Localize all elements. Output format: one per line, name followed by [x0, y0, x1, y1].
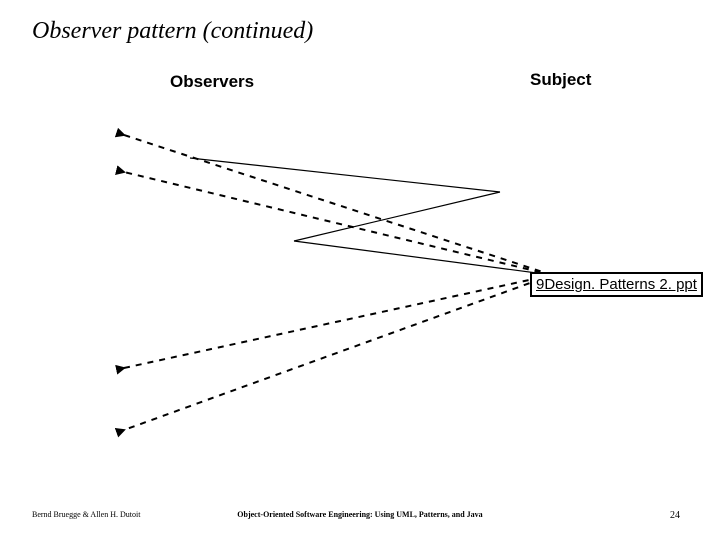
page-number: 24	[670, 510, 680, 521]
dashed-arrows	[124, 135, 552, 430]
solid-segment	[294, 241, 552, 275]
observer-diagram	[0, 0, 720, 540]
solid-path	[190, 158, 552, 275]
dashed-arrow	[124, 275, 552, 368]
solid-segment	[294, 192, 500, 241]
dashed-arrow	[124, 172, 552, 275]
dashed-arrow	[124, 135, 552, 275]
footer-book-title: Object-Oriented Software Engineering: Us…	[0, 510, 720, 519]
solid-segment	[190, 158, 500, 192]
file-box[interactable]: 9Design. Patterns 2. ppt	[530, 272, 703, 297]
dashed-arrow	[124, 275, 552, 430]
